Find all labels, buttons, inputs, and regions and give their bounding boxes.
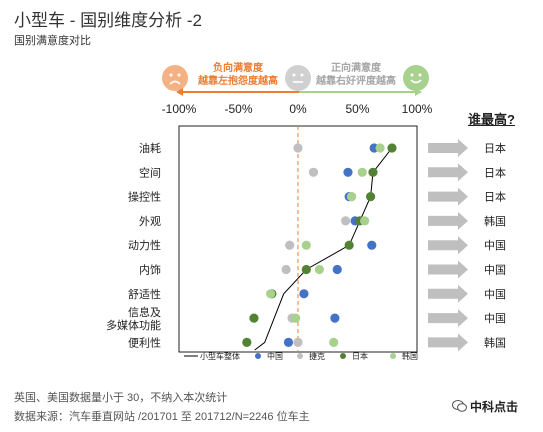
winner-label: 韩国 bbox=[484, 335, 506, 349]
x-tick-label: 100% bbox=[402, 102, 433, 116]
note-sample-size: 英国、美国数据量小于 30，不纳入本次统计 bbox=[14, 392, 228, 404]
legend-marker bbox=[340, 353, 346, 359]
data-point bbox=[360, 216, 370, 226]
data-point bbox=[308, 167, 319, 177]
winner-arrow bbox=[428, 309, 468, 328]
legend-marker bbox=[390, 353, 396, 359]
data-point bbox=[301, 264, 311, 275]
winner-arrow bbox=[428, 284, 468, 303]
data-point bbox=[249, 313, 259, 323]
winner-label: 中国 bbox=[484, 288, 506, 301]
legend-label: 小型车整体 bbox=[200, 351, 240, 361]
category-label: 油耗 bbox=[139, 141, 161, 155]
legend-label: 捷克 bbox=[309, 351, 325, 361]
winner-label: 中国 bbox=[484, 312, 506, 325]
data-point bbox=[314, 264, 325, 275]
winner-label: 中国 bbox=[484, 264, 506, 277]
data-point bbox=[332, 264, 342, 275]
legend-label: 中国 bbox=[267, 351, 283, 361]
winner-header: 谁最高? bbox=[468, 112, 515, 127]
scale-arrow bbox=[176, 88, 422, 96]
data-point bbox=[285, 240, 295, 250]
winner-arrow bbox=[428, 139, 468, 157]
winner-arrow bbox=[428, 211, 468, 230]
positive-legend: 正向满意度 越靠右好评度越高 bbox=[313, 62, 399, 88]
data-point bbox=[375, 143, 385, 153]
category-label: 空间 bbox=[139, 165, 161, 179]
data-point bbox=[344, 240, 354, 250]
x-tick-label: 50% bbox=[345, 102, 369, 116]
legend-marker bbox=[255, 353, 261, 359]
data-point bbox=[301, 240, 311, 250]
data-point bbox=[291, 313, 301, 323]
data-point bbox=[293, 143, 303, 153]
data-point bbox=[367, 240, 377, 250]
data-point bbox=[368, 167, 378, 177]
legend-label: 韩国 bbox=[402, 351, 418, 361]
data-point bbox=[387, 143, 397, 153]
data-point bbox=[346, 192, 357, 202]
positive-legend-line1: 正向满意度 bbox=[331, 63, 381, 74]
data-point bbox=[293, 337, 303, 347]
data-point bbox=[299, 289, 309, 299]
category-label: 信息及多媒体功能 bbox=[106, 305, 161, 332]
data-point bbox=[266, 289, 276, 299]
data-point bbox=[242, 337, 252, 347]
winner-label: 中国 bbox=[484, 239, 506, 252]
winner-label: 日本 bbox=[484, 190, 506, 204]
winner-label: 日本 bbox=[484, 165, 506, 179]
negative-legend-line1: 负向满意度 bbox=[213, 63, 263, 74]
page-title: 小型车 - 国别维度分析 -2 bbox=[14, 11, 202, 30]
x-tick-label: -50% bbox=[224, 102, 252, 116]
category-label: 操控性 bbox=[128, 190, 161, 204]
category-label-line: 多媒体功能 bbox=[106, 318, 161, 332]
category-label: 动力性 bbox=[128, 238, 161, 252]
neutral-face-icon bbox=[285, 65, 311, 91]
negative-legend: 负向满意度 越靠左抱怨度越高 bbox=[195, 62, 281, 88]
legend-marker bbox=[297, 353, 303, 359]
category-label-line: 信息及 bbox=[128, 305, 161, 319]
x-tick-label: 0% bbox=[289, 102, 307, 116]
winner-arrow bbox=[428, 236, 468, 255]
winner-arrow bbox=[428, 163, 468, 182]
logo-text: 中科点击 bbox=[470, 400, 519, 414]
legend-label: 日本 bbox=[352, 351, 368, 361]
x-tick-label: -100% bbox=[162, 102, 197, 116]
data-point bbox=[283, 337, 294, 347]
page-subtitle: 国别满意度对比 bbox=[14, 35, 91, 47]
overall-series-line bbox=[254, 147, 393, 351]
data-point bbox=[341, 216, 351, 226]
data-point bbox=[357, 167, 367, 177]
category-label: 内饰 bbox=[139, 263, 161, 277]
winner-arrow bbox=[428, 260, 468, 279]
positive-face-icon bbox=[403, 65, 429, 91]
winner-label: 韩国 bbox=[484, 214, 506, 228]
positive-legend-line2: 越靠右好评度越高 bbox=[316, 76, 396, 87]
winner-arrow bbox=[428, 187, 468, 206]
category-label: 舒适性 bbox=[128, 287, 161, 301]
data-point bbox=[343, 167, 353, 177]
negative-face-icon bbox=[162, 65, 188, 91]
winner-arrow bbox=[428, 333, 468, 352]
data-point bbox=[330, 313, 340, 323]
winner-label: 日本 bbox=[484, 141, 506, 155]
data-point bbox=[365, 192, 376, 202]
note-data-source: 数据来源：汽车垂直网站 /201701 至 201712/N=2246 位车主 bbox=[14, 411, 310, 423]
data-point bbox=[329, 337, 339, 347]
category-label: 外观 bbox=[139, 215, 161, 228]
wechat-icon bbox=[452, 400, 467, 412]
data-point bbox=[281, 264, 291, 275]
negative-legend-line2: 越靠左抱怨度越高 bbox=[198, 76, 278, 87]
category-label: 便利性 bbox=[128, 335, 161, 349]
